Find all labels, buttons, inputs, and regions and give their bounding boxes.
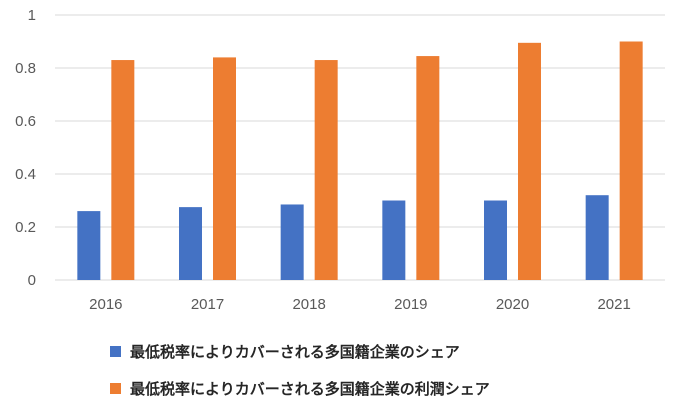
- bars: [77, 41, 643, 281]
- gridlines: [55, 14, 665, 281]
- x-tick-label: 2019: [394, 296, 427, 313]
- y-tick-label: 0.2: [15, 219, 36, 236]
- legend-label-company-share: 最低税率によりカバーされる多国籍企業のシェア: [130, 342, 460, 361]
- y-tick-label: 0: [28, 272, 36, 289]
- bar-company-share-2021: [585, 195, 609, 280]
- y-tick-label: 1: [28, 7, 36, 24]
- y-tick-label: 0.4: [15, 166, 36, 183]
- x-tick-label: 2020: [496, 296, 529, 313]
- bar-company-share-2019: [382, 200, 406, 280]
- bar-profit-share-2017: [213, 57, 236, 281]
- legend-item-profit-share: 最低税率によりカバーされる多国籍企業の利潤シェア: [110, 377, 490, 399]
- legend-label-profit-share: 最低税率によりカバーされる多国籍企業の利潤シェア: [130, 379, 490, 398]
- bar-company-share-2017: [179, 207, 202, 280]
- bar-profit-share-2020: [518, 42, 541, 281]
- bar-profit-share-2021: [619, 41, 643, 280]
- legend-item-company-share: 最低税率によりカバーされる多国籍企業のシェア: [110, 340, 490, 362]
- legend-swatch-blue: [110, 345, 121, 357]
- bar-profit-share-2016: [111, 60, 135, 280]
- y-tick-label: 0.6: [15, 113, 36, 130]
- legend: 最低税率によりカバーされる多国籍企業のシェア 最低税率によりカバーされる多国籍企…: [110, 340, 490, 414]
- bar-company-share-2016: [77, 211, 101, 280]
- y-axis-ticks: 0 0.2 0.4 0.6 0.8 1: [15, 7, 36, 289]
- x-tick-label: 2021: [597, 296, 630, 313]
- bar-company-share-2020: [484, 200, 507, 280]
- x-tick-label: 2016: [89, 296, 122, 313]
- x-tick-label: 2018: [292, 296, 325, 313]
- y-tick-label: 0.8: [15, 60, 36, 77]
- bar-company-share-2018: [280, 204, 304, 280]
- x-tick-label: 2017: [191, 296, 224, 313]
- legend-swatch-orange: [110, 382, 121, 394]
- bar-profit-share-2018: [314, 60, 338, 280]
- x-axis-ticks: 2016 2017 2018 2019 2020 2021: [89, 296, 631, 313]
- bar-profit-share-2019: [416, 56, 440, 281]
